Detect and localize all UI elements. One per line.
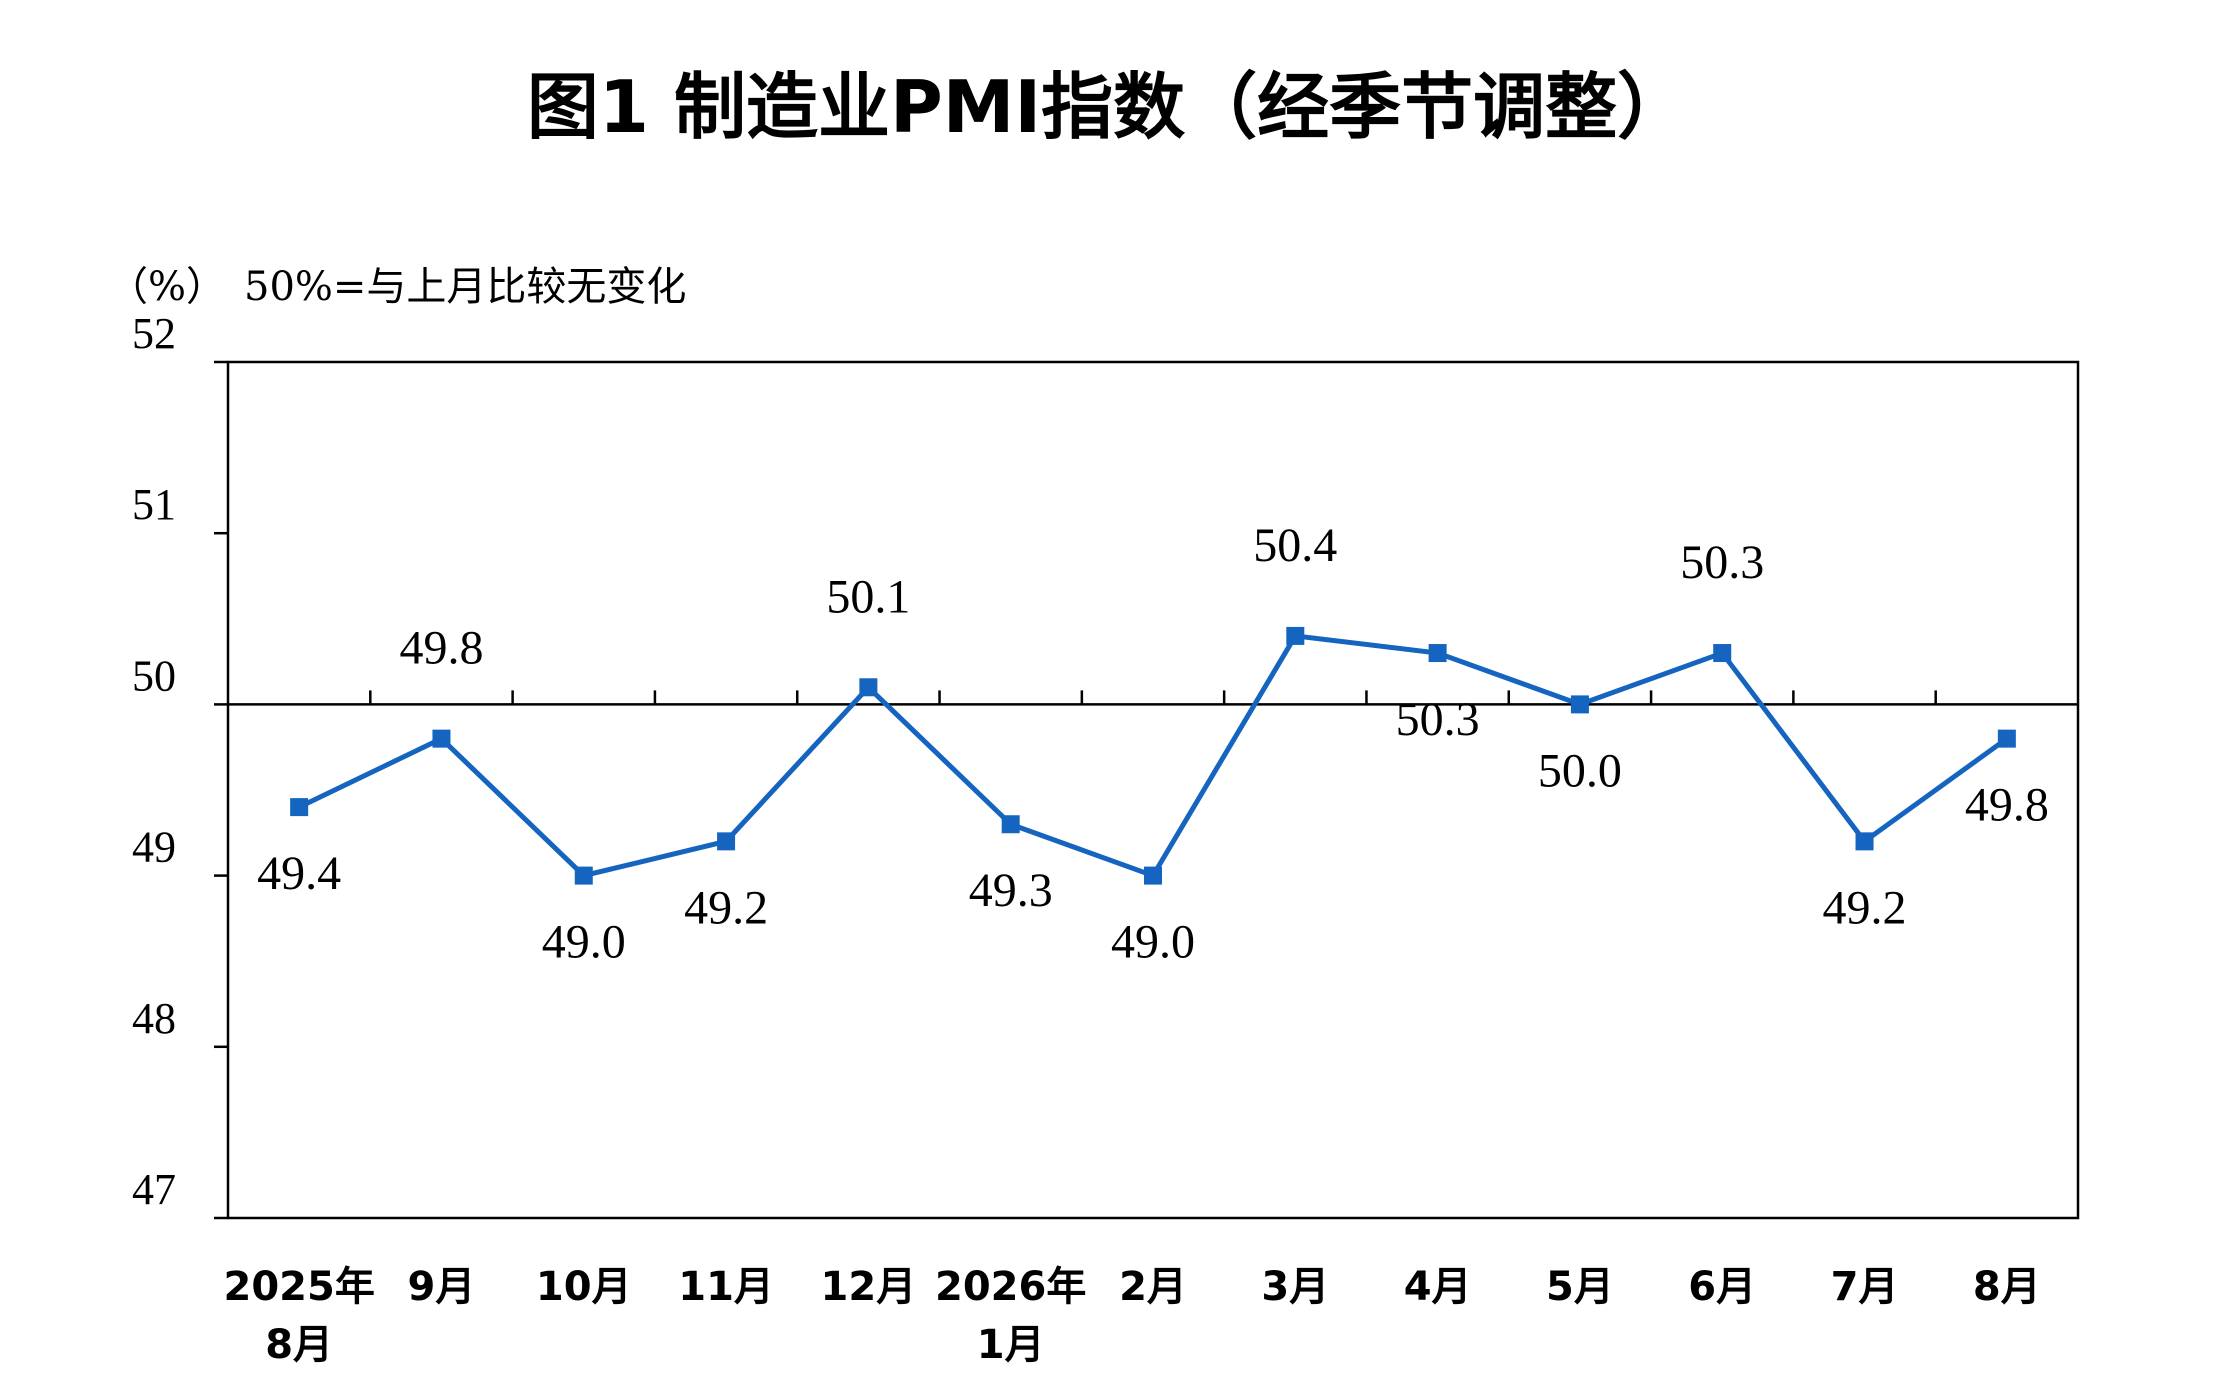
data-label: 50.3 xyxy=(1396,693,1480,746)
data-label: 50.1 xyxy=(826,570,910,623)
data-point-marker xyxy=(574,866,593,885)
data-point-marker xyxy=(1144,866,1162,885)
x-tick-label: 9月 xyxy=(408,1264,476,1310)
data-label: 49.2 xyxy=(1823,881,1907,934)
data-point-marker xyxy=(1286,626,1305,645)
plot-area: 47 48 49 50 51 52 2025年 8月 9月 10月 11月 12月 2026年 1月 2月 3… xyxy=(132,309,2080,1368)
data-point-marker xyxy=(717,832,736,851)
x-tick-label: 6月 xyxy=(1688,1264,1756,1310)
chart-title: 图1 制造业PMI指数（经季节调整） xyxy=(527,65,1689,149)
x-tick-label: 8月 xyxy=(1973,1264,2041,1310)
data-point-marker xyxy=(1713,644,1732,663)
data-point-marker xyxy=(1997,729,2016,748)
x-tick-label: 2026年 xyxy=(935,1264,1086,1310)
y-tick-label: 49 xyxy=(132,823,176,872)
data-label: 49.2 xyxy=(684,881,768,934)
y-tick-label: 52 xyxy=(132,309,176,358)
data-point-marker xyxy=(1428,644,1447,663)
x-tick-label: 7月 xyxy=(1831,1264,1899,1310)
x-tick-label: 5月 xyxy=(1546,1264,1614,1310)
y-axis-unit-label: （%） xyxy=(108,264,226,310)
series-line xyxy=(298,633,2009,879)
x-tick-label: 3月 xyxy=(1261,1264,1329,1310)
data-point-marker xyxy=(1001,815,1020,834)
plot-frame xyxy=(226,360,2080,1220)
data-label: 49.8 xyxy=(1965,779,2049,832)
data-label: 50.3 xyxy=(1680,536,1764,589)
data-label: 49.4 xyxy=(257,847,341,900)
x-tick-label: 11月 xyxy=(678,1264,774,1310)
x-tick-label: 1月 xyxy=(977,1322,1045,1368)
data-label: 50.0 xyxy=(1538,744,1622,797)
x-tick-label: 2月 xyxy=(1119,1264,1187,1310)
x-tick-label: 10月 xyxy=(536,1264,632,1310)
data-label: 49.3 xyxy=(969,864,1053,917)
x-tick-label: 4月 xyxy=(1404,1264,1472,1310)
y-tick-label: 47 xyxy=(132,1165,176,1214)
y-tick-label: 51 xyxy=(132,480,176,529)
data-label: 50.4 xyxy=(1253,519,1337,572)
data-point-marker xyxy=(432,729,451,748)
data-label: 49.0 xyxy=(1111,916,1195,969)
x-tick-label: 2025年 xyxy=(223,1264,374,1310)
data-point-marker xyxy=(859,678,878,697)
y-tick-label: 50 xyxy=(132,651,176,700)
data-label: 49.8 xyxy=(399,622,483,675)
data-point-marker xyxy=(1570,695,1589,714)
x-tick-label: 8月 xyxy=(265,1322,333,1368)
y-tick-label: 48 xyxy=(132,994,176,1043)
data-label: 49.0 xyxy=(542,916,626,969)
data-point-marker xyxy=(290,798,309,817)
x-tick-label: 12月 xyxy=(821,1264,917,1310)
data-point-marker xyxy=(1855,832,1874,851)
reference-note: 50%=与上月比较无变化 xyxy=(244,264,686,310)
